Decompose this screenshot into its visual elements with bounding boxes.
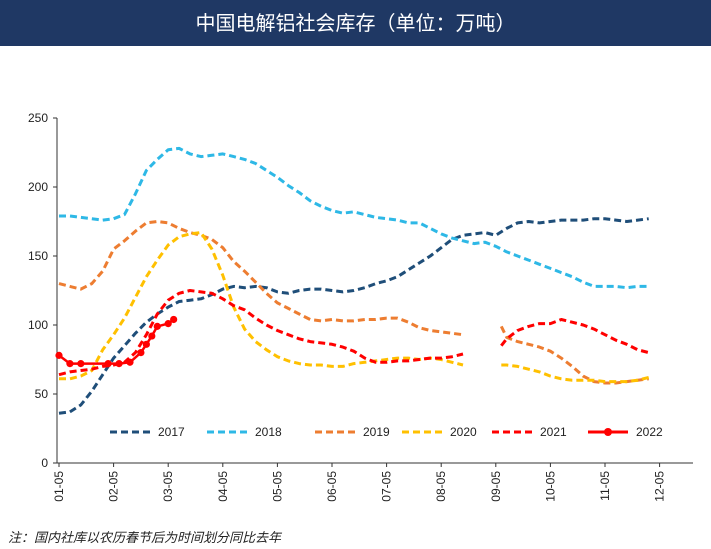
x-tick-label: 10-05 <box>543 471 557 502</box>
series-point-2022 <box>137 349 145 357</box>
x-tick-label: 03-05 <box>161 471 175 502</box>
series-line-2019 <box>499 325 649 385</box>
series-point-2022 <box>77 360 85 368</box>
x-tick-label: 09-05 <box>489 471 503 502</box>
chart-plot-area <box>55 146 650 415</box>
legend-label-2018: 2018 <box>255 425 282 439</box>
series-line-2021 <box>58 289 464 377</box>
series-point-2022 <box>170 315 178 324</box>
footnote: 注：国内社库以农历春节后为时间划分同比去年 <box>8 531 282 546</box>
legend-marker-2022 <box>604 428 612 436</box>
x-tick-label: 04-05 <box>216 471 230 502</box>
series-point-2022 <box>164 320 172 328</box>
series-line-2018 <box>59 146 649 290</box>
chart-title: 中国电解铝社会库存（单位：万吨） <box>195 11 516 35</box>
x-tick-label: 11-05 <box>598 471 612 501</box>
legend-label-2019: 2019 <box>363 425 390 439</box>
x-tick-label: 12-05 <box>653 471 667 502</box>
legend-label-2022: 2022 <box>636 425 663 439</box>
chart-canvas: 0 50 100 150 200 250 01-05 02-05 03-05 04-05 05-05… <box>28 111 693 502</box>
chart-axes: 0 50 100 150 200 250 01-05 02-05 03-05 04-05 05-05… <box>28 111 693 502</box>
series-point-2022 <box>148 332 156 340</box>
x-tick-label: 08-05 <box>434 471 448 502</box>
title-bar <box>0 0 711 46</box>
y-tick-label: 50 <box>35 387 49 401</box>
series-point-2022 <box>115 360 123 368</box>
x-tick-label: 06-05 <box>325 471 339 502</box>
series-point-2022 <box>66 360 74 368</box>
series-point-2022 <box>55 351 63 359</box>
legend-label-2020: 2020 <box>450 425 477 439</box>
series-line-2021 <box>500 318 650 355</box>
y-tick-label: 150 <box>28 249 48 263</box>
series-line-2019 <box>58 220 464 337</box>
series-point-2022 <box>153 322 161 330</box>
y-tick-label: 100 <box>28 318 48 332</box>
y-tick-label: 0 <box>41 456 48 470</box>
x-tick-label: 01-05 <box>52 471 66 502</box>
series-line-2017 <box>58 217 649 415</box>
chart-legend: 2017 2018 2019 2020 2021 2022 <box>110 425 663 439</box>
series-point-2022 <box>126 358 134 366</box>
legend-label-2017: 2017 <box>158 425 185 439</box>
x-tick-label: 07-05 <box>380 471 394 502</box>
legend-label-2021: 2021 <box>540 425 567 439</box>
series-line-2020 <box>501 363 650 384</box>
x-tick-label: 02-05 <box>107 471 121 502</box>
y-tick-label: 200 <box>28 180 48 194</box>
series-point-2022 <box>104 360 112 368</box>
x-tick-label: 05-05 <box>270 471 284 502</box>
series-line-2020 <box>59 231 464 381</box>
y-tick-label: 250 <box>28 111 48 125</box>
series-point-2022 <box>142 340 150 348</box>
